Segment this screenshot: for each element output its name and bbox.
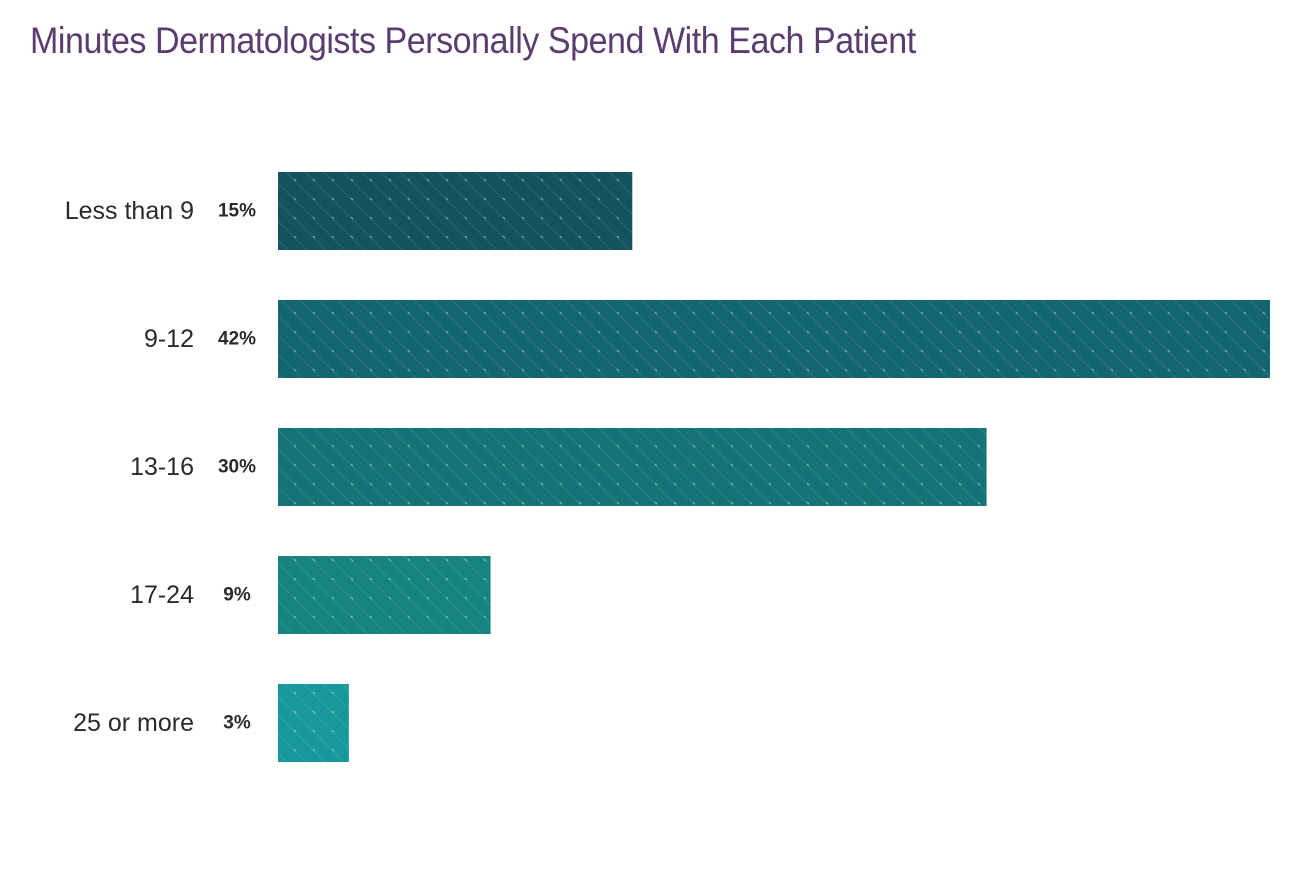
value-label-9-12: 42% [218, 329, 256, 350]
bars-layer: Less than 9 15% 9-12 42% 13-16 30% 17-24 9% 25 o… [65, 172, 1270, 762]
bar-group-9-12: 9-12 42% [144, 300, 1270, 378]
bar-texture-13-16 [278, 428, 987, 506]
value-label-25-or-more: 3% [223, 713, 251, 734]
bar-texture-9-12 [278, 300, 1270, 378]
category-label-25-or-more: 25 or more [73, 709, 194, 737]
category-label-9-12: 9-12 [144, 325, 194, 353]
bar-group-17-24: 17-24 9% [130, 556, 491, 634]
bar-group-13-16: 13-16 30% [130, 428, 987, 506]
value-label-17-24: 9% [223, 585, 251, 606]
category-label-less-than-9: Less than 9 [65, 197, 194, 225]
chart-title: Minutes Dermatologists Personally Spend … [30, 20, 916, 61]
bar-texture-25-or-more [278, 684, 349, 762]
value-label-13-16: 30% [218, 457, 256, 478]
bar-group-25-or-more: 25 or more 3% [73, 684, 349, 762]
bar-texture-less-than-9 [278, 172, 633, 250]
category-label-17-24: 17-24 [130, 581, 194, 609]
category-label-13-16: 13-16 [130, 453, 194, 481]
bar-texture-17-24 [278, 556, 491, 634]
value-label-less-than-9: 15% [218, 201, 256, 222]
bar-group-less-than-9: Less than 9 15% [65, 172, 633, 250]
